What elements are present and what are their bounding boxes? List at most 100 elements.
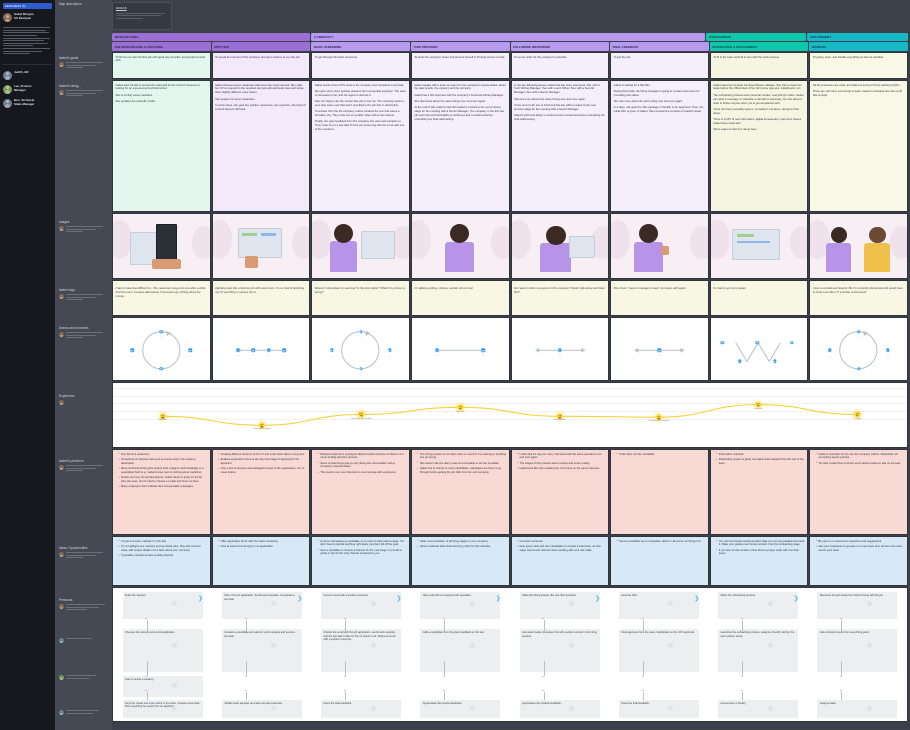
emotion-marker[interactable] xyxy=(556,413,563,419)
doing-card[interactable]: Isabel chooses seven vacancies that seem… xyxy=(211,80,311,212)
blueprint-frontstage-card[interactable]: Fills in the job application. Sends work… xyxy=(221,591,302,619)
channel-diagram[interactable]: —— —— —— —— xyxy=(211,317,311,381)
emotion-marker[interactable] xyxy=(755,401,761,408)
emotion-marker[interactable] xyxy=(358,411,364,418)
blueprint-internal-card[interactable]: Keys her needs one more senior in the te… xyxy=(122,699,203,719)
blueprint-internal-card[interactable]: Assigns tasks. xyxy=(817,699,898,719)
blueprint-support-card[interactable]: Asks in senior a vacancy. xyxy=(122,675,203,698)
blueprint-internal-card[interactable]: Verifies work samples and tests the task… xyxy=(221,699,302,719)
blueprint-internal-card[interactable]: Government a 'buddy'. xyxy=(718,699,799,719)
step-integration-engagement[interactable]: INTEGRATION & ENGAGEMENT xyxy=(709,42,809,51)
emotion-marker[interactable] xyxy=(159,413,166,419)
blueprint-backstage-card[interactable]: Calls a candidate from the given feedbac… xyxy=(420,629,501,672)
blueprint-backstage-card[interactable]: Interviews Isabel, discusses her with pe… xyxy=(519,629,600,672)
quote-card[interactable]: ” I had no idea how difficult it is. The … xyxy=(112,280,211,316)
idea-card[interactable]: You can't just block existing product da… xyxy=(709,536,809,586)
blueprint-frontstage-card[interactable]: Talks with hiring people, like Lee, Ben … xyxy=(519,591,600,619)
doing-card[interactable]: Isabel signs her contract via GreenHouse… xyxy=(709,80,809,212)
goal-card[interactable]: To find a new site full-time job with go… xyxy=(112,52,211,79)
blueprint-backstage-card[interactable]: Final approves from the team, handshake … xyxy=(618,629,699,672)
blueprint-backstage-card[interactable]: Checks the email with the job applicatio… xyxy=(321,629,402,672)
blueprint-internal-card[interactable]: Gives the final feedback. xyxy=(321,699,402,719)
phase-candidacy[interactable]: CANDIDACY xyxy=(311,33,705,41)
blueprint-internal-card[interactable]: Appreciates the positive feedback. xyxy=(519,699,600,719)
idea-card[interactable]: Cut down excesses.Give group calls with … xyxy=(510,536,610,586)
board-canvas[interactable]: GOALS RESEARCHING CANDIDACY ONBOARDING R… xyxy=(112,0,910,730)
phase-retainment[interactable]: RETAINMENT xyxy=(807,33,908,41)
goal-card[interactable]: To show the employer better and present … xyxy=(410,52,510,79)
doing-card[interactable]: Isabel asks friends to spread the word a… xyxy=(112,80,211,212)
channel-diagram[interactable]: —— —— —— —— xyxy=(112,317,211,381)
problem-card[interactable]: Few full-time vacancies.Sometimes it's o… xyxy=(112,449,211,535)
blueprint-frontstage-card[interactable]: Discovers her job needs from other's bei… xyxy=(817,591,898,619)
channel-diagram[interactable]: —— —— —— —— xyxy=(311,317,410,381)
blueprint-backstage-card[interactable]: Chooses the vacancy and a job applicatio… xyxy=(122,629,203,672)
goal-card[interactable]: To fit in the team and fall in love with… xyxy=(709,52,809,79)
goal-card[interactable]: To get the job. xyxy=(610,52,709,79)
blueprint-frontstage-card[interactable]: Gets an email with a positive response. xyxy=(321,591,402,619)
problem-card[interactable]: Related emails from employers distract I… xyxy=(311,449,410,535)
step-working[interactable]: WORKING xyxy=(809,42,908,51)
goal-card[interactable]: To get through the basic screening. xyxy=(311,52,410,79)
service-blueprint[interactable]: Finds the vacancy. Chooses the vacancy an… xyxy=(112,587,908,722)
phase-onboarding[interactable]: ONBOARDING xyxy=(705,33,807,41)
channel-diagram[interactable]: —— xyxy=(610,317,709,381)
blueprint-backstage-card[interactable]: Launches the onboarding process, assigns… xyxy=(718,629,799,672)
channel-diagram[interactable]: —— xyxy=(510,317,610,381)
emotion-marker[interactable] xyxy=(259,422,265,428)
emotion-marker[interactable] xyxy=(656,414,662,420)
quote-card[interactable]: ” I feel so excited and hopeful. But I'm … xyxy=(809,280,908,316)
quote-card[interactable]: ” Should I concentrate on seeming? Is the… xyxy=(311,280,410,316)
blueprint-frontstage-card[interactable]: Finds the vacancy. xyxy=(122,591,203,619)
blueprint-backstage-card[interactable]: Contacts a candidate and asks for work s… xyxy=(221,629,302,672)
quote-card[interactable]: ” It's hard to get up to speak.” xyxy=(709,280,809,316)
quote-card[interactable]: ” Do I want to talk to everyone in this c… xyxy=(510,280,610,316)
idea-card[interactable]: Be open to a newcomer's questions and su… xyxy=(809,536,908,586)
experience-chart[interactable]: Hopeful Tired and annoyed Uncertain but ex… xyxy=(112,382,908,448)
step-basic-screening[interactable]: BASIC SCREENING xyxy=(311,42,410,51)
problem-card[interactable]: Order after not hire candidate. xyxy=(610,449,709,535)
quote-card[interactable]: ” Applying feels like a full-time job wit… xyxy=(211,280,311,316)
idea-card[interactable]: If you're interviewing a candidate, try … xyxy=(311,536,410,586)
phase-researching[interactable]: RESEARCHING xyxy=(112,33,311,41)
channel-diagram[interactable] xyxy=(709,317,809,381)
sidebar-member[interactable]: Judith, HR xyxy=(3,70,52,80)
goals-description-card[interactable]: GOALS xyxy=(112,2,172,30)
step-task-provided[interactable]: TASK PROVIDED xyxy=(410,42,510,51)
goal-card[interactable]: To grasp, learn, and handle everything a… xyxy=(809,52,908,79)
channel-diagram[interactable]: —— —— —— —— xyxy=(809,317,908,381)
idea-card[interactable]: If a job is remote, indicate it in the t… xyxy=(112,536,211,586)
quote-card[interactable]: ” Fine-I feel. I have to manage to reach … xyxy=(610,280,709,316)
step-following-interviews[interactable]: FOLLOWING INTERVIEWS xyxy=(510,42,610,51)
doing-card[interactable]: All the processes are clear, and Isabel … xyxy=(809,80,908,212)
problem-card[interactable]: Creating different versions of the CV an… xyxy=(211,449,311,535)
blueprint-internal-card[interactable]: Appreciates the positive feedback. xyxy=(420,699,501,719)
idea-card[interactable]: Offer application forms after the basic … xyxy=(211,536,311,586)
emotion-marker[interactable] xyxy=(854,411,861,418)
idea-card[interactable]: Clear communication of all hiring stages… xyxy=(410,536,510,586)
step-applying[interactable]: APPLYING xyxy=(211,42,311,51)
goal-card[interactable]: To set an order for the employer's poten… xyxy=(510,52,610,79)
step-job-researching[interactable]: JOB RESEARCHING & CHOOSING xyxy=(112,42,211,51)
problem-card[interactable]: Information overload.Particularly system… xyxy=(709,449,809,535)
goal-card[interactable]: To speak the interest of the employer an… xyxy=(211,52,311,79)
blueprint-frontstage-card[interactable]: Has a call with a company's HR specialis… xyxy=(420,591,501,619)
blueprint-backstage-card[interactable]: Asks what job needs from everything good… xyxy=(817,629,898,672)
problem-card[interactable]: The hiring process is not clear: want to… xyxy=(410,449,510,535)
sidebar-member[interactable]: Lee, Product Manager xyxy=(3,84,52,94)
emotion-marker[interactable] xyxy=(457,404,464,411)
sidebar-owner[interactable]: Isabel Morgan, UX Designer xyxy=(3,12,52,23)
blueprint-frontstage-card[interactable]: Starts the onboarding process. xyxy=(718,591,799,619)
doing-card[interactable]: Isabel speaks with a team up team for on… xyxy=(410,80,510,212)
designers-badge[interactable]: DESIGNERS (5) xyxy=(3,3,52,10)
problem-card[interactable]: Isabel is uncertain but it's nice the co… xyxy=(809,449,908,535)
idea-card[interactable]: Send a candidate top a competitive rathe… xyxy=(610,536,709,586)
blueprint-internal-card[interactable]: Gives the final feedback. xyxy=(618,699,699,719)
quote-card[interactable]: ” I'm talking exciting, obvious, excited.… xyxy=(410,280,510,316)
blueprint-frontstage-card[interactable]: Gets the offer. xyxy=(618,591,699,619)
sidebar-member[interactable]: Ben, Technical Stake Manager xyxy=(3,98,52,108)
doing-card[interactable]: Isabel is waiting for a fall offer. Durin… xyxy=(610,80,709,212)
step-final-feedback[interactable]: FINAL FEEDBACK xyxy=(610,42,709,51)
problem-card[interactable]: It feels like it's way too many intervie… xyxy=(510,449,610,535)
channel-diagram[interactable]: —— —— xyxy=(410,317,510,381)
